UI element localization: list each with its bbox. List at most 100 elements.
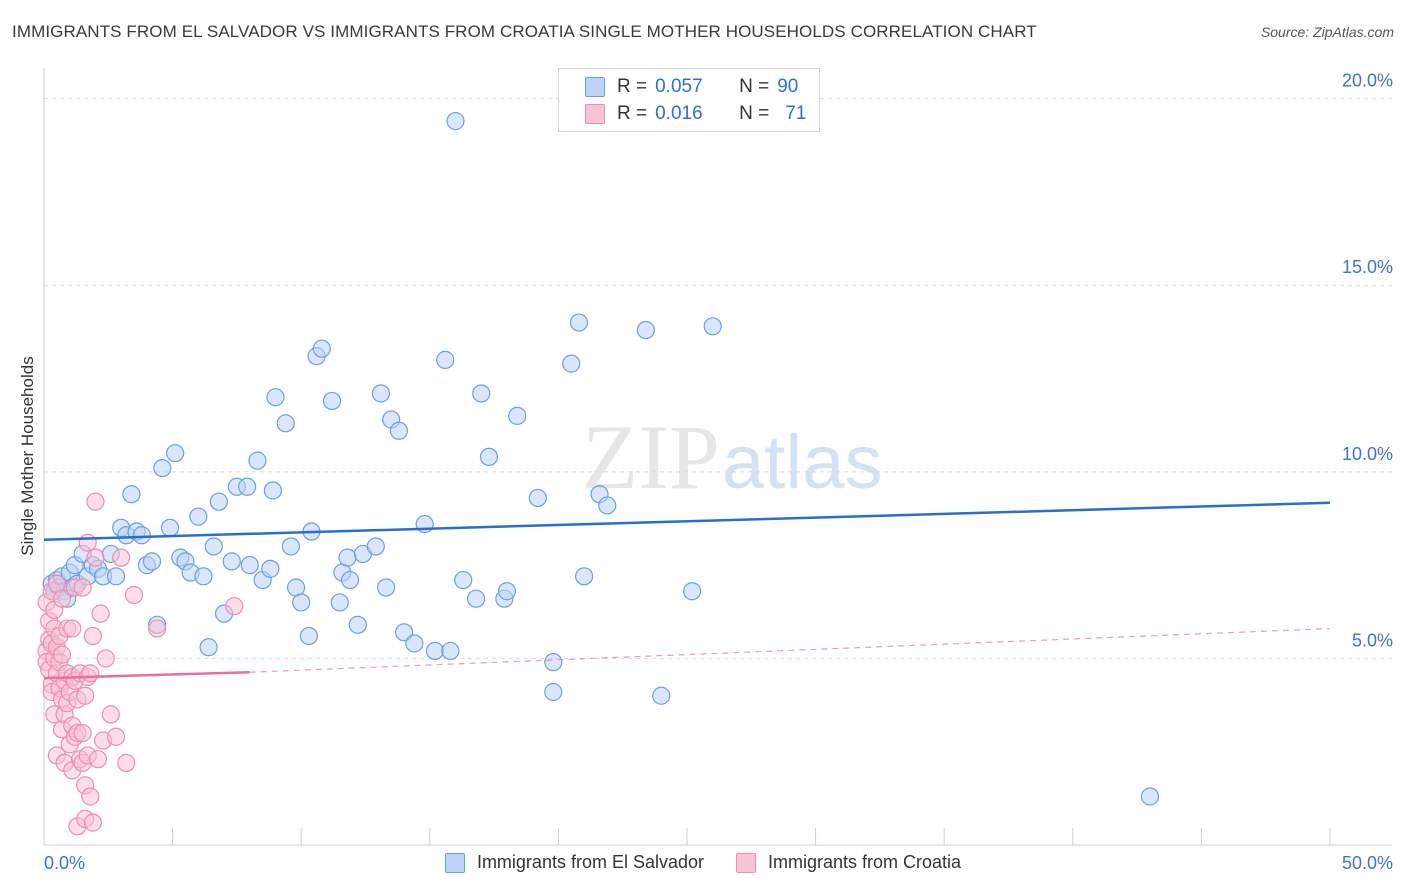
el-salvador-point	[441, 641, 460, 661]
r-value: 0.016	[655, 103, 703, 124]
croatia-point	[83, 813, 102, 832]
croatia-point	[91, 604, 110, 623]
el-salvador-point	[299, 626, 319, 646]
el-salvador-point	[544, 653, 563, 672]
croatia-point	[112, 548, 131, 567]
stats-row-el-salvador: R = 0.057 N = 90	[585, 74, 806, 100]
croatia-points	[37, 492, 244, 836]
legend: Immigrants from El Salvador Immigrants f…	[0, 852, 1406, 873]
el-salvador-point	[106, 567, 126, 586]
el-salvador-point	[209, 492, 228, 511]
croatia-point	[83, 626, 102, 646]
el-salvador-point	[340, 570, 360, 590]
el-salvador-point	[1140, 787, 1160, 806]
el-salvador-point	[405, 634, 424, 653]
watermark: ZIP atlas	[582, 406, 883, 508]
legend-item-croatia[interactable]: Immigrants from Croatia	[736, 852, 961, 873]
el-salvador-point	[348, 615, 367, 634]
el-salvador-point	[292, 593, 311, 612]
el-salvador-point	[636, 320, 655, 340]
el-salvador-point	[508, 406, 527, 425]
croatia-swatch	[736, 852, 757, 873]
el-salvador-point	[263, 481, 283, 500]
el-salvador-point	[194, 567, 213, 586]
el-salvador-point	[466, 589, 486, 608]
el-salvador-trend-line	[43, 501, 1331, 541]
el-salvador-swatch	[585, 77, 605, 97]
el-salvador-point	[446, 111, 465, 131]
croatia-point	[148, 619, 167, 638]
trend-lines	[43, 501, 1331, 680]
croatia-point	[96, 649, 115, 668]
el-salvador-point	[454, 570, 473, 590]
el-salvador-point	[276, 414, 295, 433]
legend-label: Immigrants from Croatia	[768, 852, 962, 872]
el-salvador-point	[204, 537, 223, 556]
el-salvador-point	[528, 488, 547, 508]
croatia-point	[101, 705, 120, 724]
y-tick-label: 5.0%	[1352, 630, 1393, 650]
el-salvador-point	[394, 623, 414, 642]
legend-item-el-salvador[interactable]: Immigrants from El Salvador	[444, 852, 705, 873]
el-salvador-point	[261, 559, 280, 578]
n-value: 90	[777, 76, 799, 97]
source-label: Source: ZipAtlas.com	[1260, 24, 1394, 40]
el-salvador-point	[240, 556, 259, 575]
el-salvador-point	[132, 526, 151, 545]
croatia-point	[52, 645, 72, 664]
y-axis-label: Single Mother Households	[18, 356, 37, 555]
x-tick-label: 0.0%	[44, 853, 85, 873]
croatia-point	[117, 753, 136, 773]
el-salvador-point	[389, 421, 409, 440]
croatia-point	[52, 589, 72, 608]
el-salvador-point	[652, 686, 671, 705]
croatia-point	[86, 492, 105, 511]
el-salvador-point	[575, 567, 594, 586]
el-salvador-point	[562, 354, 581, 373]
legend-label: Immigrants from El Salvador	[476, 852, 705, 872]
el-salvador-point	[199, 638, 218, 657]
el-salvador-point	[544, 682, 563, 702]
n-label: N =	[739, 76, 770, 97]
el-salvador-point	[322, 391, 342, 411]
croatia-trend-extension	[249, 627, 1331, 673]
croatia-trend-line	[43, 670, 250, 680]
el-salvador-point	[281, 537, 301, 556]
croatia-point	[124, 585, 144, 605]
n-value: 71	[785, 103, 807, 124]
croatia-swatch	[585, 104, 605, 124]
n-label: N =	[739, 103, 770, 124]
el-salvador-point	[312, 339, 331, 358]
el-salvador-point	[160, 518, 180, 537]
x-tick-label: 50.0%	[1342, 853, 1393, 873]
el-salvador-point	[142, 552, 162, 571]
el-salvador-point	[598, 496, 617, 515]
el-salvador-point	[166, 444, 185, 463]
croatia-point	[63, 619, 82, 638]
el-salvador-point	[569, 313, 589, 332]
el-salvador-point	[479, 447, 499, 467]
y-tick-label: 10.0%	[1342, 444, 1393, 464]
el-salvador-point	[371, 384, 391, 403]
el-salvador-point	[425, 641, 445, 661]
watermark-atlas: atlas	[722, 420, 883, 505]
el-salvador-point	[366, 537, 385, 556]
r-label: R =	[617, 103, 648, 124]
croatia-point	[81, 787, 100, 806]
el-salvador-point	[153, 458, 172, 478]
croatia-point	[78, 533, 97, 552]
r-value: 0.057	[655, 76, 703, 97]
el-salvador-point	[266, 388, 285, 407]
el-salvador-swatch	[444, 852, 465, 873]
axes: 0.0% 50.0%	[43, 68, 1393, 873]
r-label: R =	[617, 76, 648, 97]
el-salvador-point	[436, 350, 455, 369]
el-salvador-point	[703, 317, 722, 336]
el-salvador-point	[330, 593, 349, 612]
el-salvador-point	[222, 552, 241, 571]
el-salvador-point	[248, 451, 267, 470]
el-salvador-point	[122, 485, 141, 504]
el-salvador-point	[338, 548, 357, 567]
y-tick-label: 20.0%	[1342, 71, 1393, 91]
